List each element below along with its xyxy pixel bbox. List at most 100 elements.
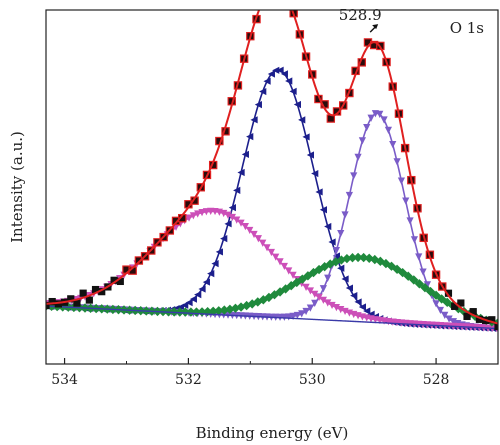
raw-data-point — [98, 288, 106, 296]
component-1-point — [311, 169, 319, 178]
component-2-point — [337, 229, 345, 238]
component-2-point — [423, 281, 432, 289]
component-2-point — [289, 312, 297, 320]
component-2-point — [293, 311, 301, 320]
component-4-point — [180, 307, 190, 317]
component-1-point — [254, 101, 262, 109]
component-2-point — [449, 318, 458, 326]
component-3-point — [241, 223, 249, 231]
component-4-point — [414, 279, 425, 289]
component-1-point — [332, 252, 340, 260]
raw-data-point — [46, 301, 50, 310]
component-2-point — [432, 300, 440, 308]
component-4-point — [436, 294, 447, 304]
component-1-point — [207, 270, 215, 278]
component-4-point — [431, 290, 441, 300]
component-4-point — [331, 257, 341, 267]
component-4-point — [409, 275, 419, 285]
component-4-point — [297, 274, 308, 284]
component-4-point — [442, 297, 452, 308]
component-1-point — [246, 133, 254, 141]
raw-data-point — [444, 289, 453, 297]
component-1-point — [298, 116, 306, 124]
component-3-point — [194, 210, 202, 218]
component-2-point — [302, 307, 310, 316]
component-1-point — [319, 206, 327, 214]
raw-data-point — [457, 299, 465, 307]
component-4-point — [386, 261, 397, 271]
component-2-point — [419, 268, 427, 276]
component-1-point — [267, 70, 275, 78]
x-tick-label: 532 — [175, 372, 202, 388]
component-2-point — [397, 177, 406, 185]
component-3-point — [267, 248, 275, 257]
component-4-point — [370, 254, 380, 265]
component-2-point — [311, 299, 319, 307]
raw-data-point — [91, 285, 100, 294]
component-4-point — [314, 264, 324, 275]
component-2-point — [324, 274, 332, 282]
component-3-point — [228, 213, 236, 222]
component-1-point — [198, 285, 206, 293]
component-3-point — [272, 253, 280, 261]
component-2-point — [393, 158, 401, 166]
raw-data-point — [73, 299, 81, 307]
component-1-point — [328, 238, 336, 246]
x-axis-label: Binding energy (eV) — [196, 424, 349, 442]
component-1-point — [220, 235, 228, 243]
component-3-point — [324, 299, 332, 307]
raw-data-point — [54, 300, 62, 308]
component-4-point — [247, 299, 257, 309]
component-3-point — [302, 283, 310, 291]
raw-data-point — [259, 0, 266, 2]
component-3-point — [259, 239, 267, 247]
component-2-point — [354, 153, 362, 161]
component-1-point — [215, 248, 223, 256]
raw-data-point — [488, 316, 496, 324]
component-4-point — [336, 255, 347, 265]
y-axis-label: Intensity (a.u.) — [8, 131, 26, 243]
raw-data-point — [116, 277, 124, 286]
component-4-point — [225, 304, 235, 314]
component-4-point — [347, 253, 358, 263]
component-3-point — [337, 306, 345, 314]
x-tick-label: 530 — [299, 372, 326, 388]
component-1-point — [276, 66, 284, 74]
component-2-point — [376, 110, 384, 118]
component-2-point — [306, 304, 314, 312]
component-2-point — [380, 116, 388, 124]
fit-envelope-line — [46, 10, 498, 325]
component-3-point — [254, 235, 262, 243]
raw-data-point — [475, 315, 484, 323]
component-3-point — [237, 219, 245, 227]
component-3-point — [250, 230, 258, 239]
component-1-point — [358, 303, 366, 311]
raw-data-point — [48, 297, 56, 306]
component-3-point — [233, 216, 241, 224]
component-2-point — [358, 137, 366, 145]
component-2-point — [384, 126, 393, 134]
component-4-point — [214, 306, 224, 316]
component-3-point — [319, 296, 327, 304]
component-1-point — [228, 204, 236, 212]
component-1-point — [250, 116, 258, 124]
component-1-point — [272, 66, 280, 74]
component-1-point — [233, 186, 241, 195]
component-3-point — [311, 290, 319, 298]
raw-data-point — [451, 302, 459, 310]
raw-data-point — [494, 322, 498, 331]
component-1-point — [259, 87, 267, 96]
component-4-point — [453, 303, 464, 314]
component-2-point — [341, 211, 349, 219]
component-4-point — [403, 271, 413, 281]
panel-label: O 1s — [450, 19, 484, 37]
component-4-point — [208, 306, 218, 316]
component-1-point — [363, 307, 371, 315]
component-3-point — [306, 287, 314, 295]
component-2-point — [319, 285, 327, 293]
component-4-point — [420, 282, 430, 293]
component-2-point — [298, 310, 306, 318]
component-3-point — [328, 301, 336, 310]
component-1-point — [263, 77, 271, 85]
component-1-point — [315, 188, 323, 196]
